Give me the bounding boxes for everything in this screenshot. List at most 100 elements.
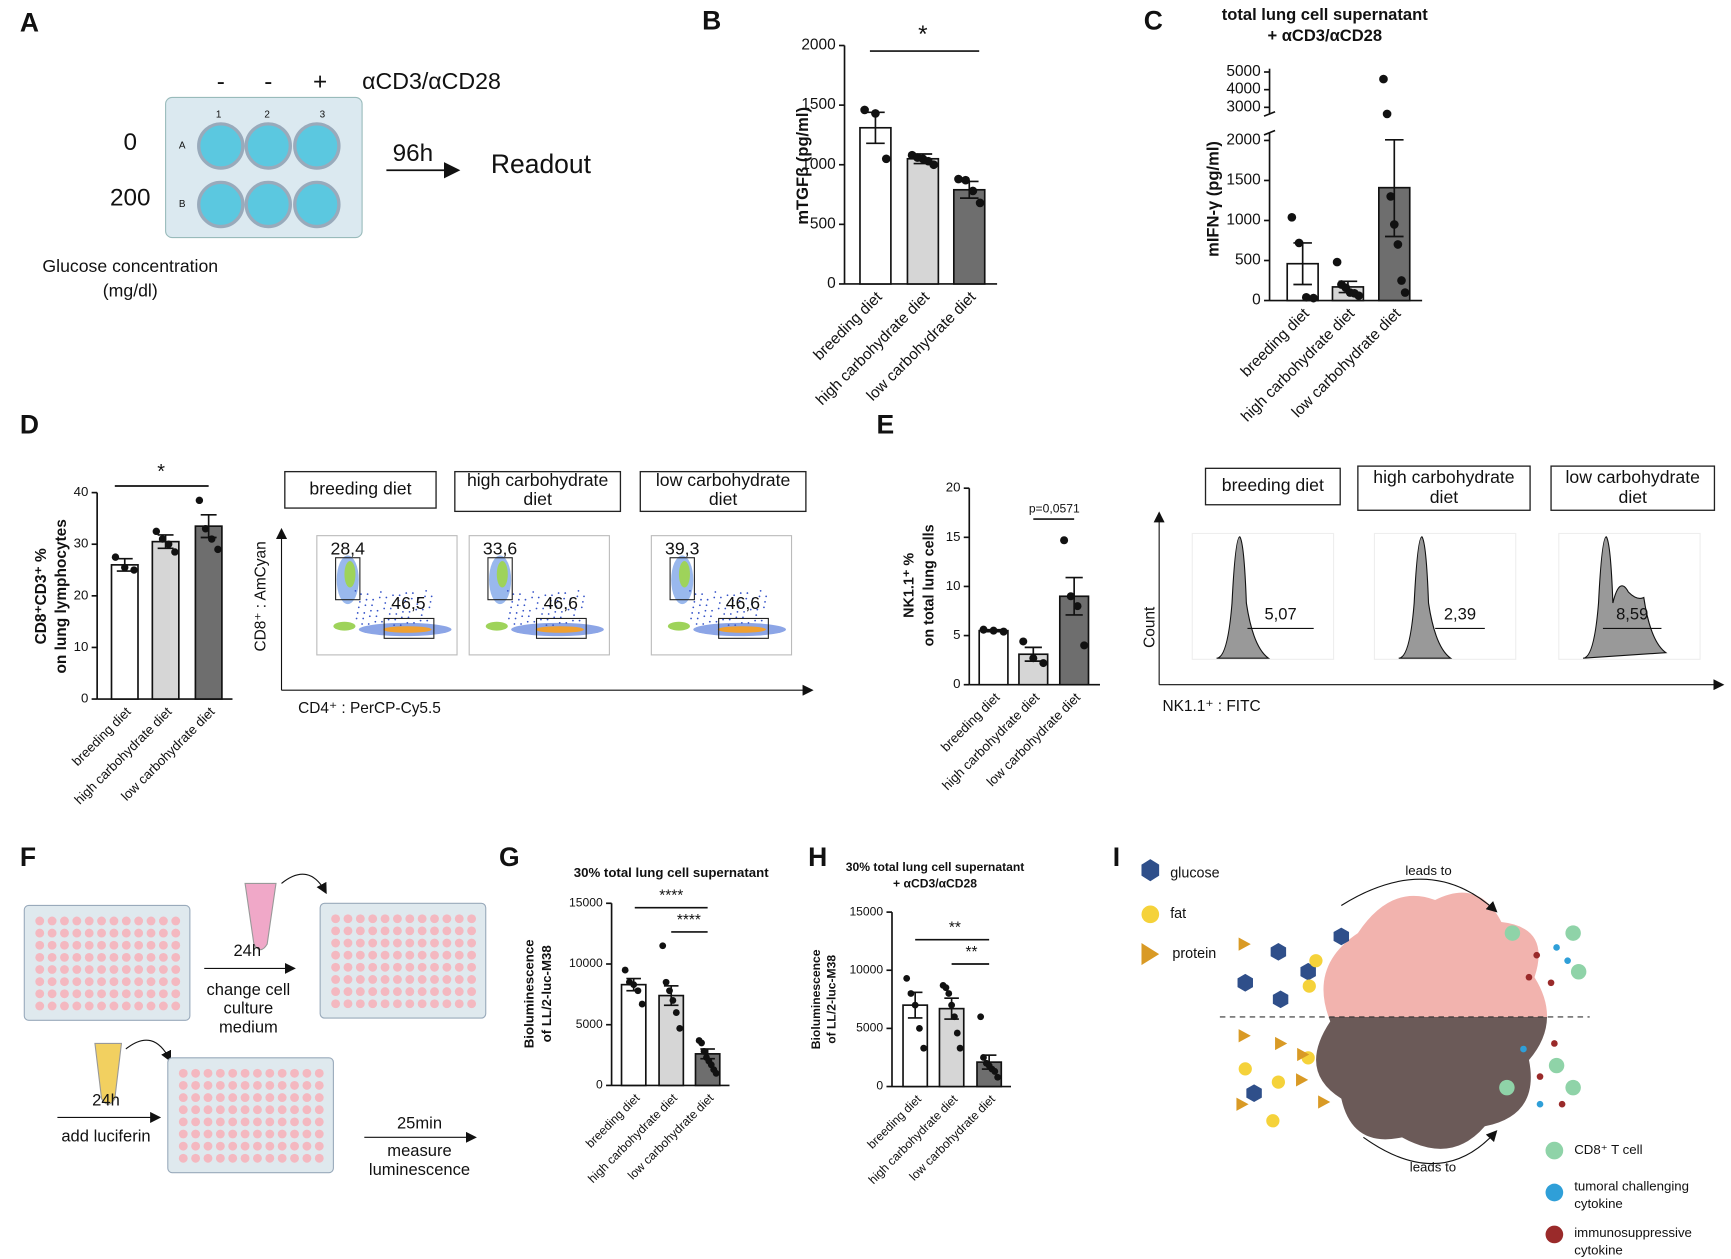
event bbox=[425, 589, 428, 592]
event bbox=[565, 621, 568, 624]
data-point bbox=[712, 1069, 720, 1077]
y-tick-label: 0 bbox=[596, 1078, 603, 1092]
well bbox=[197, 180, 245, 229]
well bbox=[277, 1141, 287, 1151]
y-axis-label: CD8⁺CD3⁺ % bbox=[33, 548, 50, 644]
data-point bbox=[968, 186, 978, 196]
event bbox=[536, 602, 539, 604]
population bbox=[678, 561, 690, 588]
data-point bbox=[980, 1054, 987, 1061]
data-point bbox=[1301, 292, 1311, 302]
duration: 96h bbox=[393, 140, 434, 167]
gate bbox=[335, 557, 361, 601]
axis-label: CD8⁺ : AmCyan bbox=[253, 541, 270, 651]
data-point bbox=[954, 174, 963, 184]
well bbox=[171, 928, 181, 938]
data-point bbox=[698, 1039, 705, 1047]
group-box bbox=[454, 470, 622, 513]
glucose-icon bbox=[1333, 927, 1350, 946]
well bbox=[454, 975, 464, 984]
y-tick-label: 5000 bbox=[576, 1017, 603, 1031]
well bbox=[368, 975, 378, 984]
well bbox=[244, 180, 292, 229]
event bbox=[354, 589, 357, 592]
y-tick-label: 0 bbox=[81, 691, 88, 706]
significance-label: * bbox=[918, 21, 928, 48]
well bbox=[454, 962, 464, 972]
event bbox=[542, 607, 545, 610]
event bbox=[417, 597, 420, 600]
event bbox=[355, 617, 358, 620]
glucose-icon bbox=[1270, 943, 1287, 961]
y-axis-label: Bioluminescence bbox=[809, 949, 823, 1049]
event bbox=[723, 613, 726, 615]
well bbox=[228, 1093, 238, 1102]
event bbox=[397, 599, 400, 602]
event bbox=[407, 616, 410, 619]
y-tick-label: 500 bbox=[1235, 252, 1261, 269]
event bbox=[506, 589, 509, 592]
legend-text: tumoral challenging bbox=[1574, 1178, 1689, 1193]
event bbox=[714, 591, 717, 593]
well bbox=[290, 1105, 299, 1115]
well bbox=[240, 1117, 250, 1127]
well bbox=[228, 1105, 238, 1115]
event bbox=[710, 615, 712, 618]
event bbox=[419, 619, 422, 622]
event bbox=[704, 609, 707, 612]
stimulus: αCD3/αCD28 bbox=[362, 68, 501, 94]
event bbox=[359, 601, 361, 603]
well bbox=[454, 914, 464, 924]
sign: + bbox=[313, 68, 327, 95]
event bbox=[706, 598, 709, 601]
well bbox=[417, 950, 427, 960]
y-tick-label: 10 bbox=[946, 578, 961, 593]
panel-f: 24h change cell culture medium 24h add l… bbox=[23, 873, 487, 1179]
data-point bbox=[208, 535, 216, 543]
group-box bbox=[639, 470, 807, 513]
well bbox=[265, 1068, 275, 1078]
event bbox=[548, 605, 551, 608]
event bbox=[557, 592, 560, 594]
well bbox=[60, 965, 69, 974]
well bbox=[253, 1117, 262, 1127]
well bbox=[158, 940, 168, 950]
well bbox=[228, 1153, 238, 1163]
event bbox=[387, 618, 390, 621]
event bbox=[749, 608, 752, 611]
well bbox=[343, 999, 353, 1009]
well bbox=[171, 916, 181, 926]
well bbox=[454, 950, 464, 960]
well bbox=[380, 950, 390, 960]
well bbox=[380, 962, 390, 972]
well bbox=[191, 1117, 201, 1127]
well bbox=[302, 1153, 312, 1163]
well bbox=[171, 977, 181, 987]
well bbox=[393, 926, 402, 936]
event bbox=[533, 620, 536, 623]
data-point bbox=[929, 160, 939, 170]
well bbox=[203, 1117, 213, 1127]
panel-letter: G bbox=[499, 842, 520, 872]
well bbox=[121, 965, 131, 974]
well bbox=[430, 926, 439, 936]
data-point bbox=[945, 990, 953, 997]
data-point bbox=[999, 627, 1008, 636]
well bbox=[178, 1093, 188, 1102]
arrow-label: leads to bbox=[1405, 863, 1451, 878]
event bbox=[384, 602, 387, 604]
event bbox=[371, 604, 373, 607]
y-tick-label: 1000 bbox=[801, 156, 835, 173]
well bbox=[368, 950, 378, 960]
well bbox=[405, 987, 415, 997]
well bbox=[215, 1093, 225, 1102]
event bbox=[734, 624, 737, 626]
event bbox=[545, 624, 548, 626]
event bbox=[526, 620, 529, 623]
cell bbox=[1533, 951, 1541, 959]
panel-a: - - + αCD3/αCD28 1 2 3 A B 0 200 96h Rea… bbox=[42, 68, 591, 300]
data-point bbox=[662, 978, 670, 986]
data-point bbox=[903, 974, 911, 982]
y-tick-label: 5000 bbox=[1226, 63, 1260, 80]
